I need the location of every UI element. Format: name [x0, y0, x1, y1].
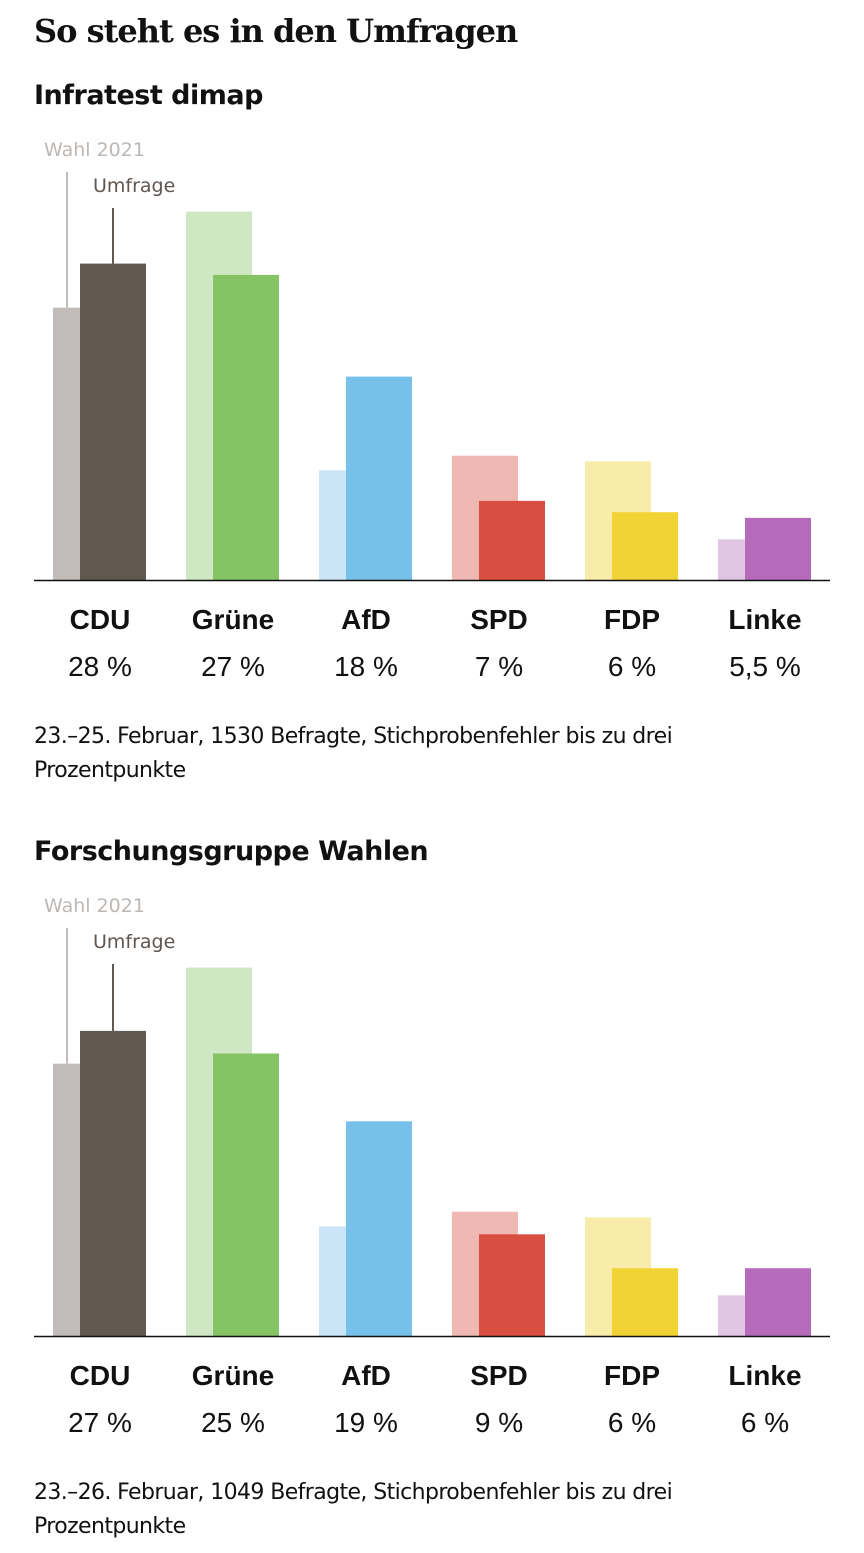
bar-survey-linke	[745, 1268, 811, 1336]
chart-footnote: 23.–25. Februar, 1530 Befragte, Stichpro…	[34, 724, 673, 783]
legend-election-label: Wahl 2021	[44, 895, 145, 917]
chart-title: Forschungsgruppe Wahlen	[34, 836, 429, 867]
party-value-afd: 18 %	[334, 651, 398, 682]
party-label-cdu: CDU	[70, 1360, 131, 1391]
bar-survey-afd	[346, 376, 412, 580]
page-title: So steht es in den Umfragen	[34, 12, 518, 50]
chart-title: Infratest dimap	[34, 80, 263, 111]
party-value-fdp: 6 %	[608, 1407, 656, 1438]
party-value-afd: 19 %	[334, 1407, 398, 1438]
party-label-grüne: Grüne	[192, 604, 274, 635]
party-value-linke: 5,5 %	[729, 651, 801, 682]
party-label-grüne: Grüne	[192, 1360, 274, 1391]
party-label-fdp: FDP	[604, 604, 660, 635]
party-label-linke: Linke	[728, 604, 801, 635]
bar-survey-spd	[479, 1234, 545, 1336]
party-label-cdu: CDU	[70, 604, 131, 635]
party-label-afd: AfD	[341, 604, 391, 635]
party-label-spd: SPD	[470, 1360, 528, 1391]
party-label-fdp: FDP	[604, 1360, 660, 1391]
poll-chart-infratest: Infratest dimap Wahl 2021 Umfrage CDU 28 % G…	[0, 80, 864, 800]
party-value-spd: 7 %	[475, 651, 523, 682]
legend-election-label: Wahl 2021	[44, 139, 145, 161]
party-value-cdu: 28 %	[68, 651, 132, 682]
bar-survey-spd	[479, 500, 545, 580]
bar-chart: Wahl 2021 Umfrage CDU 28 % Grüne 27 % AfD 18 % S…	[34, 139, 830, 682]
bar-chart: Wahl 2021 Umfrage CDU 27 % Grüne 25 % AfD 19 % S…	[34, 895, 830, 1438]
party-value-grüne: 25 %	[201, 1407, 265, 1438]
legend-survey-label: Umfrage	[93, 175, 175, 197]
party-value-cdu: 27 %	[68, 1407, 132, 1438]
party-value-grüne: 27 %	[201, 651, 265, 682]
bar-survey-grüne	[213, 274, 279, 580]
bar-survey-afd	[346, 1121, 412, 1336]
party-value-linke: 6 %	[741, 1407, 789, 1438]
legend-survey-label: Umfrage	[93, 931, 175, 953]
chart-footnote: 23.–26. Februar, 1049 Befragte, Stichpro…	[34, 1480, 673, 1539]
bar-survey-cdu	[80, 263, 146, 580]
bar-survey-grüne	[213, 1053, 279, 1336]
party-label-linke: Linke	[728, 1360, 801, 1391]
bar-survey-cdu	[80, 1030, 146, 1336]
poll-chart-forschungsgruppe: Forschungsgruppe Wahlen Wahl 2021 Umfrage…	[0, 836, 864, 1553]
party-value-spd: 9 %	[475, 1407, 523, 1438]
bar-survey-fdp	[612, 1268, 678, 1336]
party-label-afd: AfD	[341, 1360, 391, 1391]
party-value-fdp: 6 %	[608, 651, 656, 682]
party-label-spd: SPD	[470, 604, 528, 635]
bar-survey-fdp	[612, 512, 678, 580]
bar-survey-linke	[745, 517, 811, 580]
